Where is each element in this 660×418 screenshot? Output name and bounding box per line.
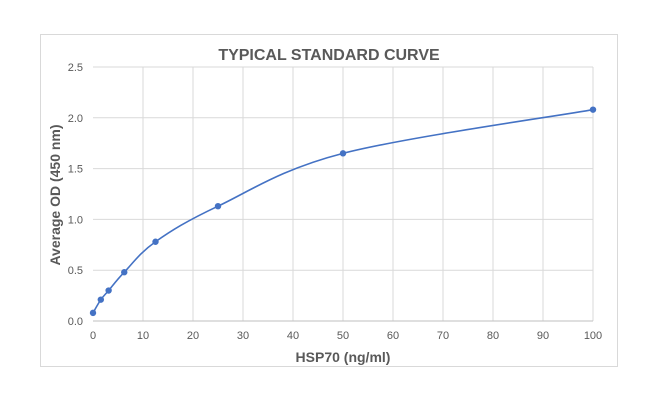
- x-tick-label: 70: [437, 330, 449, 342]
- data-point: [121, 269, 128, 276]
- x-tick-label: 0: [90, 330, 96, 342]
- x-tick-label: 90: [537, 330, 549, 342]
- y-axis-title: Average OD (450 nm): [47, 124, 63, 265]
- data-point: [89, 309, 97, 317]
- x-tick-label: 80: [487, 330, 499, 342]
- y-tick-label: 1.0: [68, 214, 83, 226]
- y-tick-label: 2.5: [68, 62, 83, 74]
- x-gridlines: [142, 67, 594, 321]
- y-tick-label: 0.0: [68, 316, 83, 328]
- y-tick-label: 2.0: [68, 113, 83, 125]
- x-tick-label: 10: [137, 330, 149, 342]
- x-tick-label: 100: [584, 330, 602, 342]
- chart-title: TYPICAL STANDARD CURVE: [218, 47, 440, 64]
- x-tick-label: 40: [287, 330, 299, 342]
- x-tick-label: 20: [187, 330, 199, 342]
- x-tick-label: 50: [337, 330, 349, 342]
- data-point: [589, 106, 597, 113]
- y-tick-label: 1.5: [68, 164, 83, 176]
- x-axis-title: HSP70 (ng/ml): [296, 349, 391, 365]
- data-point: [97, 296, 105, 303]
- x-tick-labels: 0 10 20 30 40 50 60 70 80 90 100: [90, 330, 602, 342]
- y-tick-labels: 0.0 0.5 1.0 1.5 2.0 2.5: [68, 62, 83, 328]
- x-tick-label: 60: [387, 330, 399, 342]
- data-point: [214, 202, 222, 210]
- data-point: [339, 150, 347, 157]
- x-tick-label: 30: [237, 330, 249, 342]
- data-points: [89, 106, 597, 317]
- y-tick-label: 0.5: [68, 265, 83, 277]
- standard-curve-line: [92, 108, 594, 314]
- data-point: [105, 287, 112, 294]
- data-point: [152, 238, 159, 245]
- chart-frame: [40, 34, 618, 367]
